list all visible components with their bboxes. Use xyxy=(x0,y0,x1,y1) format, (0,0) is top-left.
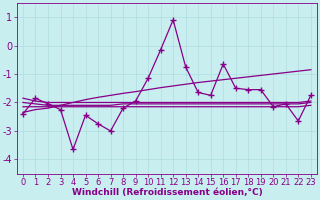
X-axis label: Windchill (Refroidissement éolien,°C): Windchill (Refroidissement éolien,°C) xyxy=(71,188,262,197)
